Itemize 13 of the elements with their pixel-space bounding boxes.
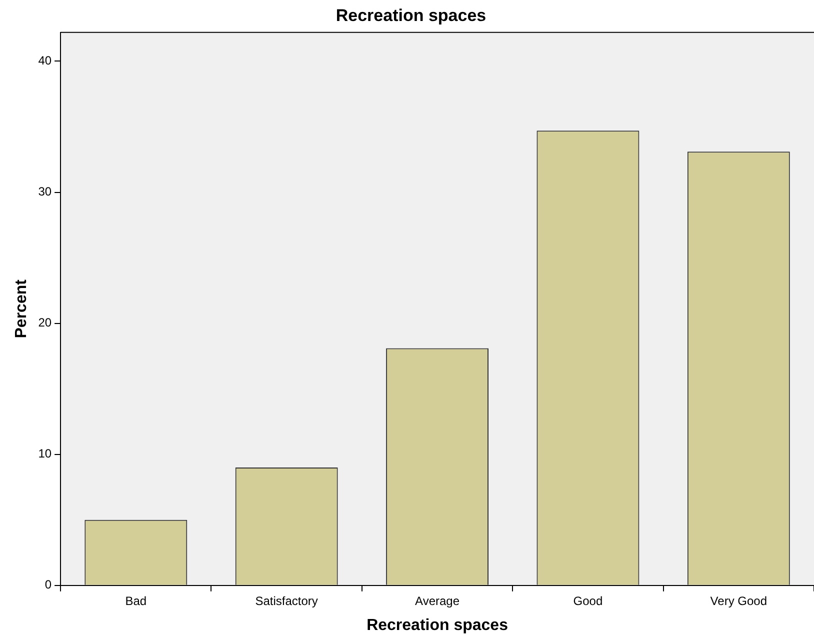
y-tick-label: 40 <box>38 54 52 68</box>
y-axis-title: Percent <box>13 278 30 338</box>
x-tick-label: Bad <box>125 594 147 608</box>
y-tick-label: 20 <box>38 316 52 330</box>
y-tick-label: 0 <box>44 578 52 592</box>
x-tick-label: Very Good <box>710 594 768 608</box>
x-axis-title: Recreation spaces <box>366 616 508 634</box>
x-tick-label: Good <box>573 594 603 608</box>
chart-title: Recreation spaces <box>336 6 486 25</box>
x-tick-label: Average <box>415 594 460 608</box>
y-tick-label: 10 <box>38 446 52 461</box>
x-tick-label: Satisfactory <box>255 594 318 608</box>
y-tick-label: 30 <box>38 184 52 199</box>
